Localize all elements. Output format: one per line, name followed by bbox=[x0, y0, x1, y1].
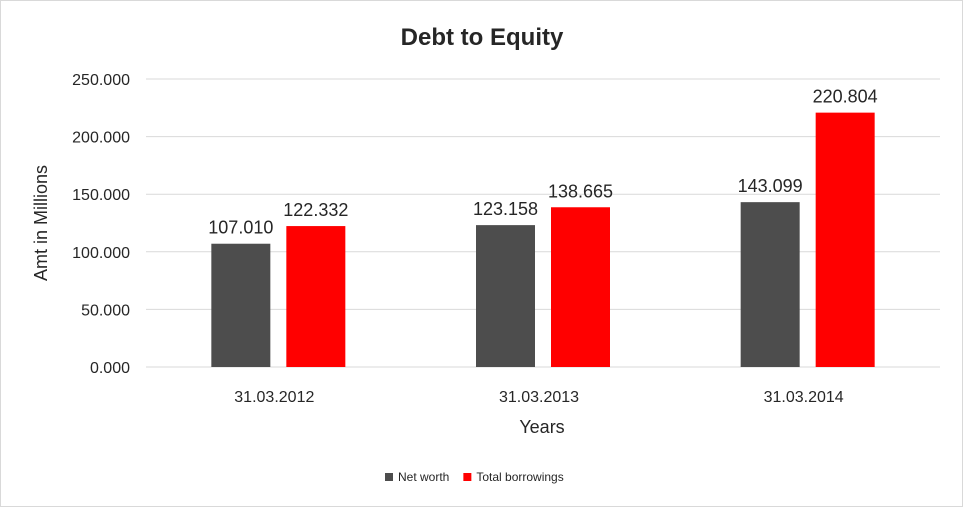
legend-label: Net worth bbox=[398, 470, 449, 484]
bar bbox=[815, 112, 875, 367]
data-label: 138.665 bbox=[548, 181, 613, 201]
data-label: 122.332 bbox=[283, 200, 348, 220]
data-label: 107.010 bbox=[208, 218, 273, 238]
data-label: 123.158 bbox=[473, 199, 538, 219]
x-axis-ticks: 31.03.2012 31.03.2013 31.03.2014 bbox=[234, 389, 844, 406]
y-tick-label: 250.000 bbox=[72, 72, 130, 89]
legend-swatch bbox=[463, 473, 472, 481]
y-tick-label: 0.000 bbox=[90, 360, 130, 377]
data-labels: 107.010 122.332 123.158 138.665 143.099 220.8… bbox=[208, 87, 877, 238]
y-axis-title: Amt in Millions bbox=[31, 165, 51, 281]
y-tick-label: 100.000 bbox=[72, 245, 130, 262]
data-label: 143.099 bbox=[738, 176, 803, 196]
y-tick-label: 150.000 bbox=[72, 187, 130, 204]
bar bbox=[740, 202, 800, 367]
bars bbox=[211, 112, 875, 367]
x-tick-label: 31.03.2012 bbox=[234, 389, 314, 406]
y-tick-label: 50.000 bbox=[81, 302, 130, 319]
y-tick-label: 200.000 bbox=[72, 130, 130, 147]
gridlines bbox=[146, 78, 940, 368]
bar bbox=[476, 225, 535, 367]
bar bbox=[551, 207, 610, 367]
legend-label: Total borrowings bbox=[476, 470, 563, 484]
legend: Net worth Total borrowings bbox=[385, 470, 564, 484]
chart-title: Debt to Equity bbox=[401, 24, 564, 51]
legend-swatch bbox=[385, 473, 393, 481]
y-axis-ticks: 0.000 50.000 100.000 150.000 200.000 250.000 bbox=[72, 72, 130, 377]
x-tick-label: 31.03.2013 bbox=[499, 389, 579, 406]
data-label: 220.804 bbox=[813, 87, 878, 107]
x-tick-label: 31.03.2014 bbox=[764, 389, 844, 406]
x-axis-title: Years bbox=[519, 417, 564, 437]
bar bbox=[286, 226, 346, 367]
bar bbox=[211, 243, 271, 367]
